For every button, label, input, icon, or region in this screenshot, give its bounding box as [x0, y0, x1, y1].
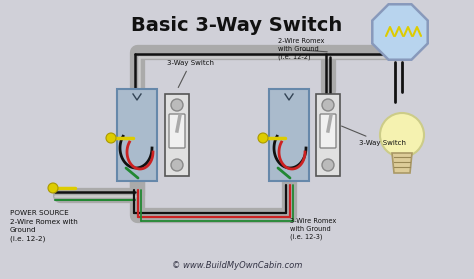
Circle shape	[171, 159, 183, 171]
FancyBboxPatch shape	[117, 89, 157, 181]
Circle shape	[258, 133, 268, 143]
FancyBboxPatch shape	[165, 94, 189, 176]
Circle shape	[171, 99, 183, 111]
Text: 3-Wire Romex
with Ground
(i.e. 12-3): 3-Wire Romex with Ground (i.e. 12-3)	[290, 218, 336, 240]
Text: Basic 3-Way Switch: Basic 3-Way Switch	[131, 16, 343, 35]
Text: 3-Way Switch: 3-Way Switch	[342, 126, 406, 146]
FancyBboxPatch shape	[320, 114, 336, 148]
Text: 3-Way Switch: 3-Way Switch	[167, 60, 214, 88]
Circle shape	[106, 133, 116, 143]
FancyBboxPatch shape	[169, 114, 185, 148]
Circle shape	[380, 113, 424, 157]
Circle shape	[48, 183, 58, 193]
Text: POWER SOURCE
2-Wire Romex with
Ground
(i.e. 12-2): POWER SOURCE 2-Wire Romex with Ground (i…	[10, 210, 78, 242]
Polygon shape	[372, 4, 428, 60]
Polygon shape	[392, 153, 412, 173]
Circle shape	[322, 99, 334, 111]
Text: 2-Wire Romex
with Ground
(i.e. 12-2): 2-Wire Romex with Ground (i.e. 12-2)	[278, 38, 324, 61]
FancyBboxPatch shape	[316, 94, 340, 176]
FancyBboxPatch shape	[269, 89, 309, 181]
Circle shape	[322, 159, 334, 171]
Text: © www.BuildMyOwnCabin.com: © www.BuildMyOwnCabin.com	[172, 261, 302, 270]
